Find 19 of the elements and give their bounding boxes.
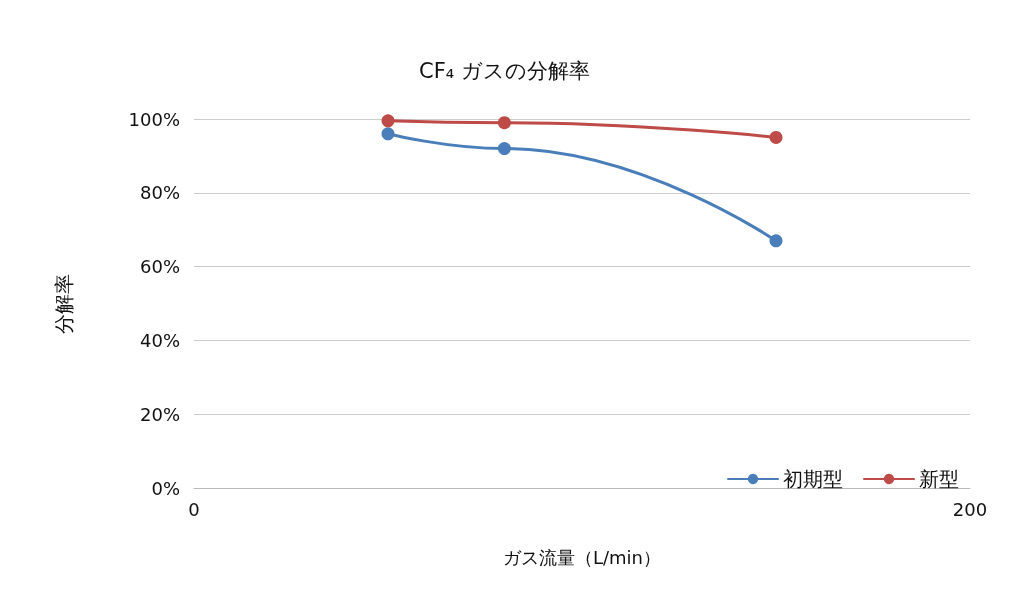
y-tick-label: 80% [139, 182, 180, 204]
point [769, 234, 783, 248]
y-axis-title: 分解率 [52, 273, 76, 334]
y-tick-label: 60% [139, 256, 180, 278]
y-tick-label: 40% [139, 329, 180, 351]
y-tick-label: 0% [151, 477, 180, 499]
point [381, 114, 395, 128]
legend-label: 新型 [919, 467, 959, 491]
point [769, 130, 783, 144]
legend-label: 初期型 [783, 467, 843, 491]
y-tick-label: 20% [139, 403, 180, 425]
chart-title: CF₄ ガスの分解率 [419, 58, 590, 83]
x-tick-label: 0 [188, 498, 200, 520]
point [497, 116, 511, 130]
point [497, 142, 511, 156]
y-tick-label: 100% [128, 108, 180, 130]
point [381, 127, 395, 141]
x-tick-label: 200 [952, 498, 988, 520]
x-axis-title: ガス流量（L/min） [502, 546, 662, 568]
